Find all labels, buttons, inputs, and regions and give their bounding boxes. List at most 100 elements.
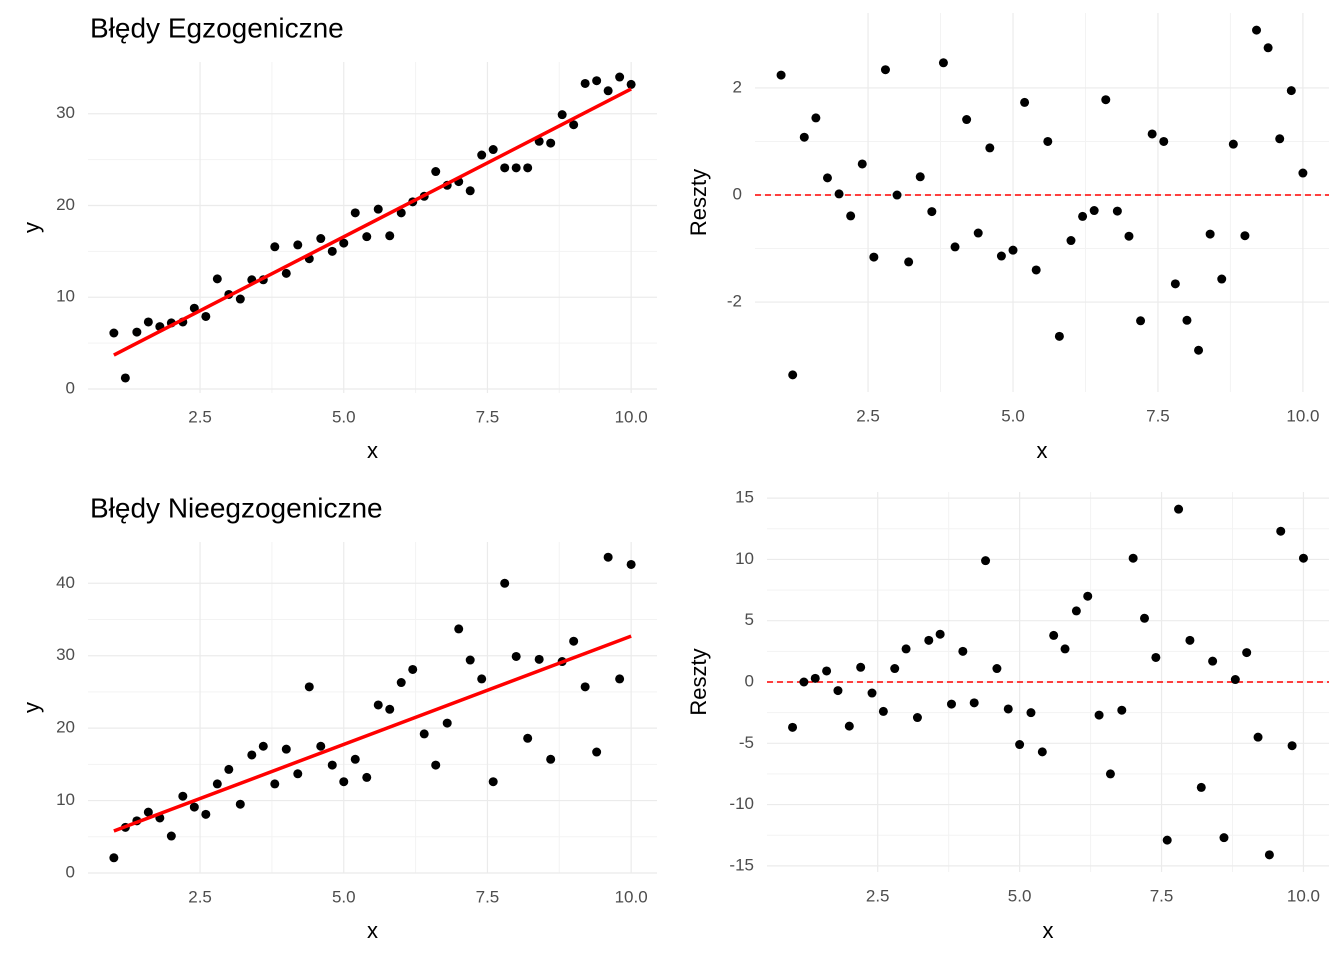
point [281, 744, 291, 754]
point [603, 86, 613, 96]
point [132, 327, 142, 337]
point [362, 232, 372, 242]
point [1230, 675, 1240, 685]
point [201, 809, 211, 819]
y-tick-label: 5 [745, 610, 754, 629]
point [1240, 231, 1250, 241]
point [1185, 635, 1195, 645]
point [1101, 95, 1111, 105]
point [511, 651, 521, 661]
y-tick-label: -2 [727, 292, 742, 311]
x-axis-label: x [1043, 918, 1054, 943]
point [1174, 504, 1184, 514]
point [1078, 211, 1088, 221]
point [1162, 835, 1172, 845]
point [385, 231, 395, 241]
point [454, 624, 464, 634]
point [935, 629, 945, 639]
point [511, 163, 521, 173]
point [1264, 850, 1274, 860]
point [1094, 710, 1104, 720]
point [293, 240, 303, 250]
x-tick-label: 2.5 [866, 886, 890, 905]
point [996, 251, 1006, 261]
x-tick-label: 5.0 [332, 887, 356, 906]
y-axis-label: y [19, 702, 44, 713]
point [958, 646, 968, 656]
point [1219, 833, 1229, 843]
point [109, 328, 119, 338]
point [1008, 245, 1018, 255]
x-tick-label: 7.5 [1146, 406, 1170, 425]
point [592, 747, 602, 757]
x-tick-label: 7.5 [476, 887, 500, 906]
point [1287, 741, 1297, 751]
point [799, 677, 809, 687]
point [235, 799, 245, 809]
point [603, 552, 613, 562]
point [615, 72, 625, 82]
point [880, 65, 890, 75]
point [992, 664, 1002, 674]
point [281, 268, 291, 278]
point [1286, 86, 1296, 96]
y-tick-label: 0 [745, 671, 754, 690]
point [912, 713, 922, 723]
point [856, 662, 866, 672]
point [788, 370, 798, 380]
point [1015, 740, 1025, 750]
point [339, 238, 349, 248]
y-tick-label: 10 [735, 549, 754, 568]
point [1105, 769, 1115, 779]
point [981, 556, 991, 566]
point [833, 686, 843, 696]
point [1159, 136, 1169, 146]
point [293, 769, 303, 779]
point [892, 190, 902, 200]
point [373, 700, 383, 710]
point [822, 173, 832, 183]
point [546, 754, 556, 764]
x-axis-label: x [367, 918, 378, 943]
point [869, 252, 879, 262]
y-tick-label: -10 [729, 794, 754, 813]
point [924, 635, 934, 645]
y-tick-label: 30 [56, 645, 75, 664]
point [1140, 613, 1150, 623]
point [327, 246, 337, 256]
point [1253, 732, 1263, 742]
point [1020, 97, 1030, 107]
point [615, 674, 625, 684]
point [327, 760, 337, 770]
point [350, 754, 360, 764]
point [212, 779, 222, 789]
point [799, 132, 809, 142]
y-tick-label: 20 [56, 195, 75, 214]
point [431, 760, 441, 770]
point [822, 666, 832, 676]
point [788, 722, 798, 732]
point [500, 578, 510, 588]
point [1170, 279, 1180, 289]
point [1298, 553, 1308, 563]
point [1043, 136, 1053, 146]
point [339, 777, 349, 787]
point [201, 311, 211, 321]
y-tick-label: 0 [733, 184, 742, 203]
point [1196, 782, 1206, 792]
point [1037, 747, 1047, 757]
y-tick-label: 40 [56, 573, 75, 592]
chart-title: Błędy Egzogeniczne [90, 12, 344, 43]
point [969, 698, 979, 708]
point [592, 76, 602, 86]
x-tick-label: 2.5 [188, 407, 212, 426]
y-axis-label: Reszty [686, 169, 711, 236]
point [1112, 206, 1122, 216]
y-tick-label: 2 [733, 77, 742, 96]
point [120, 373, 130, 383]
x-tick-label: 7.5 [1150, 886, 1174, 905]
point [901, 644, 911, 654]
point [1217, 274, 1227, 284]
point [1066, 236, 1076, 246]
